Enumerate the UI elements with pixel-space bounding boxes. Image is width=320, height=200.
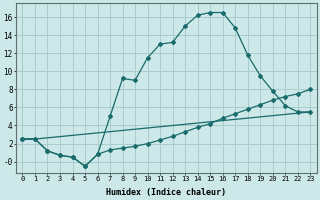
X-axis label: Humidex (Indice chaleur): Humidex (Indice chaleur) xyxy=(106,188,226,197)
